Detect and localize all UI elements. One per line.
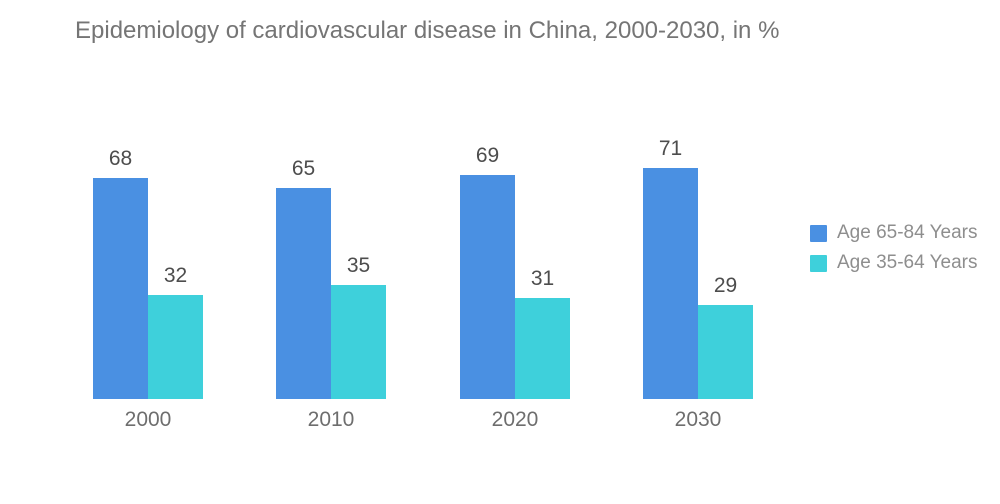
bar-value-label: 31 — [530, 267, 555, 290]
bar-age-35-64-years: 31 — [515, 267, 570, 399]
category-label: 2000 — [124, 408, 172, 431]
bar-value-label: 69 — [475, 144, 500, 167]
bar-group-2010: 65 35 2010 — [276, 157, 386, 431]
legend-swatch-age-65-84 — [810, 224, 827, 242]
bar-value-label: 29 — [713, 274, 738, 297]
bar-value-label: 68 — [108, 147, 133, 170]
bar-value-label: 32 — [163, 264, 188, 287]
legend-swatch-age-35-64 — [810, 254, 827, 272]
bar-value-label: 71 — [658, 137, 683, 160]
bar-age-65-84-years: 68 — [93, 147, 148, 399]
bar-group-2000: 68 32 2000 — [93, 147, 203, 431]
legend: Age 65-84 Years Age 35-64 Years — [810, 218, 978, 278]
legend-label: Age 65-84 Years — [837, 222, 978, 243]
bar-group-2020: 69 31 2020 — [460, 144, 570, 431]
legend-item-age-65-84: Age 65-84 Years — [810, 218, 978, 248]
category-label: 2030 — [674, 408, 722, 431]
bar-value-label: 65 — [291, 157, 316, 180]
legend-label: Age 35-64 Years — [837, 252, 978, 273]
bar-age-65-84-years: 69 — [460, 144, 515, 399]
category-label: 2010 — [307, 408, 355, 431]
bar-age-35-64-years: 32 — [148, 264, 203, 399]
legend-item-age-35-64: Age 35-64 Years — [810, 248, 978, 278]
bar-age-65-84-years: 71 — [643, 137, 698, 399]
bar-age-35-64-years: 35 — [331, 254, 386, 399]
bar-value-label: 35 — [346, 254, 371, 277]
bar-age-35-64-years: 29 — [698, 274, 753, 399]
category-label: 2020 — [491, 408, 539, 431]
bar-group-2030: 71 29 2030 — [643, 137, 753, 431]
chart-title: Epidemiology of cardiovascular disease i… — [75, 17, 780, 44]
bar-age-65-84-years: 65 — [276, 157, 331, 399]
